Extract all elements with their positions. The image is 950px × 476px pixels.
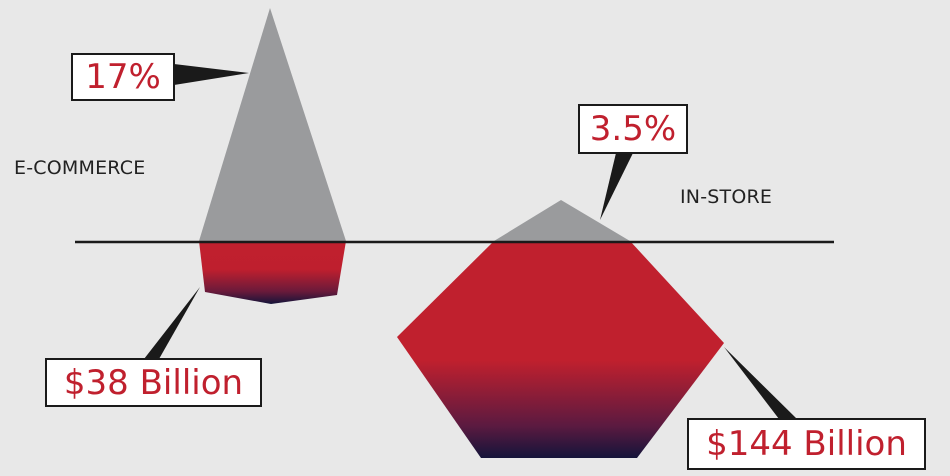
ecommerce-segment-label: E-COMMERCE	[14, 157, 146, 179]
ecommerce-sales-shape	[199, 241, 346, 304]
ecommerce-growth-callout: 17%	[71, 53, 175, 101]
ecommerce-sales-pointer	[144, 287, 200, 359]
ecommerce-growth-shape	[199, 8, 346, 241]
instore-sales-shape	[397, 241, 724, 458]
ecommerce-growth-pointer	[174, 64, 249, 85]
ecommerce-sales-callout: $38 Billion	[45, 358, 262, 407]
instore-growth-shape	[494, 200, 630, 241]
instore-sales-pointer	[724, 347, 797, 419]
instore-growth-pointer	[600, 153, 633, 220]
instore-sales-callout: $144 Billion	[687, 418, 926, 470]
instore-growth-callout: 3.5%	[578, 104, 688, 154]
instore-segment-label: IN-STORE	[680, 186, 773, 208]
